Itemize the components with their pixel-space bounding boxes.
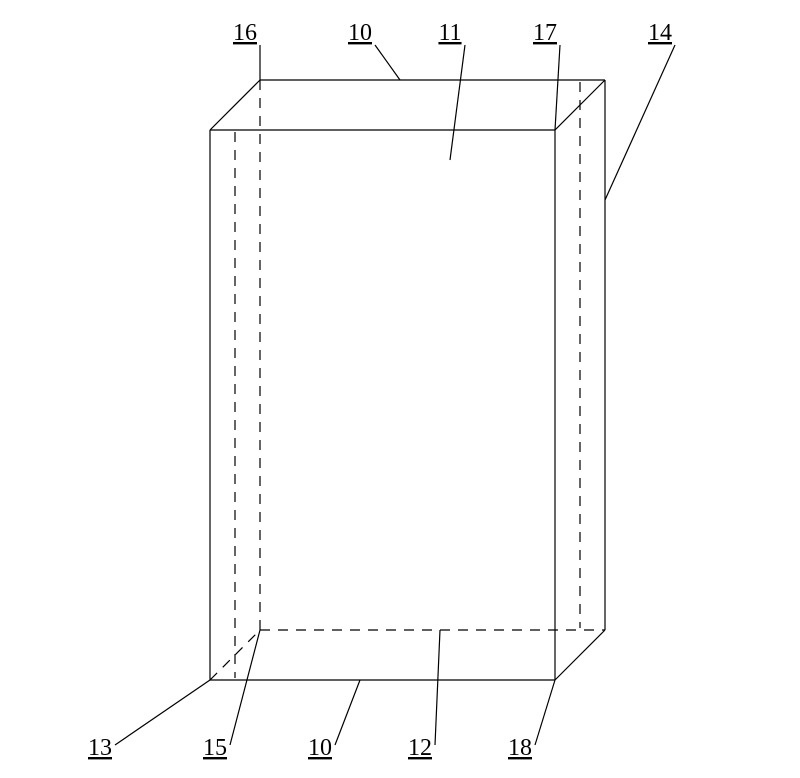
label-bottom-13-0: 13	[88, 735, 112, 761]
label-top-17-3: 17	[533, 20, 557, 46]
label-bottom-12-3: 12	[408, 735, 432, 761]
edge-depth-top-left	[210, 80, 260, 130]
label-top-10-1: 10	[348, 20, 372, 46]
label-top-16-0: 16	[233, 20, 257, 46]
label-top-14-4: 14	[648, 20, 672, 46]
leader-top-3	[555, 45, 560, 130]
leader-bottom-0	[115, 680, 210, 745]
leader-top-2	[450, 45, 465, 160]
label-bottom-15-1: 15	[203, 735, 227, 761]
leader-bottom-1	[230, 630, 260, 745]
leader-top-4	[605, 45, 675, 200]
edge-depth-bottom-right	[555, 630, 605, 680]
label-bottom-18-4: 18	[508, 735, 532, 761]
leader-bottom-3	[435, 630, 440, 745]
label-top-11-2: 11	[438, 20, 461, 46]
label-bottom-10-2: 10	[308, 735, 332, 761]
leader-bottom-4	[535, 680, 555, 745]
diagram-canvas: 16 10 11 17 14 13 15 10 12 18	[0, 0, 800, 778]
leader-bottom-2	[335, 680, 360, 745]
leader-top-1	[375, 45, 400, 80]
